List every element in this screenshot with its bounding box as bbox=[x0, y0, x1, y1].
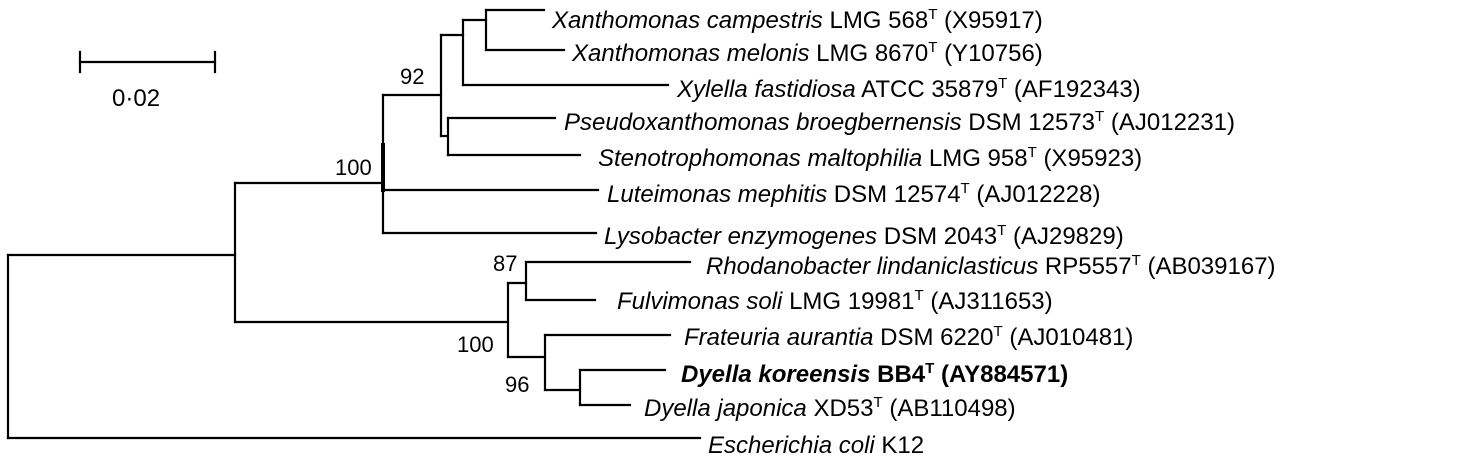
taxon-label: Lysobacter enzymogenes DSM 2043T (AJ2982… bbox=[604, 222, 1124, 250]
taxon-label: Pseudoxanthomonas broegbernensis DSM 125… bbox=[564, 108, 1235, 136]
scale-bar-label: 0·02 bbox=[112, 85, 160, 112]
taxon-label: Escherichia coli K12 bbox=[708, 432, 924, 459]
taxon-label: Rhodanobacter lindaniclasticus RP5557T (… bbox=[706, 252, 1276, 280]
branches bbox=[6, 8, 702, 440]
bootstrap-87: 87 bbox=[493, 251, 517, 276]
taxon-label-highlight: Dyella koreensis BB4T (AY884571) bbox=[681, 360, 1068, 388]
taxon-label: Xanthomonas melonis LMG 8670T (Y10756) bbox=[571, 39, 1043, 67]
taxon-label: Xanthomonas campestris LMG 568T (X95917) bbox=[551, 6, 1043, 34]
taxon-label: Stenotrophomonas maltophilia LMG 958T (X… bbox=[598, 144, 1142, 172]
bootstrap-100-lower: 100 bbox=[457, 332, 494, 357]
bootstrap-92: 92 bbox=[400, 64, 424, 89]
bootstrap-values: 92 100 87 100 96 bbox=[335, 64, 529, 397]
taxon-label: Xylella fastidiosa ATCC 35879T (AF192343… bbox=[676, 75, 1141, 103]
taxon-label: Fulvimonas soli LMG 19981T (AJ311653) bbox=[617, 287, 1053, 315]
taxon-labels: Xanthomonas campestris LMG 568T (X95917)… bbox=[551, 6, 1276, 459]
taxon-label: Frateuria aurantia DSM 6220T (AJ010481) bbox=[684, 323, 1133, 351]
scale-bar: 0·02 bbox=[78, 50, 217, 112]
taxon-label: Dyella japonica XD53T (AB110498) bbox=[644, 394, 1016, 422]
bootstrap-96: 96 bbox=[505, 372, 529, 397]
taxon-label: Luteimonas mephitis DSM 12574T (AJ012228… bbox=[607, 180, 1100, 208]
bootstrap-100-upper: 100 bbox=[335, 155, 372, 180]
